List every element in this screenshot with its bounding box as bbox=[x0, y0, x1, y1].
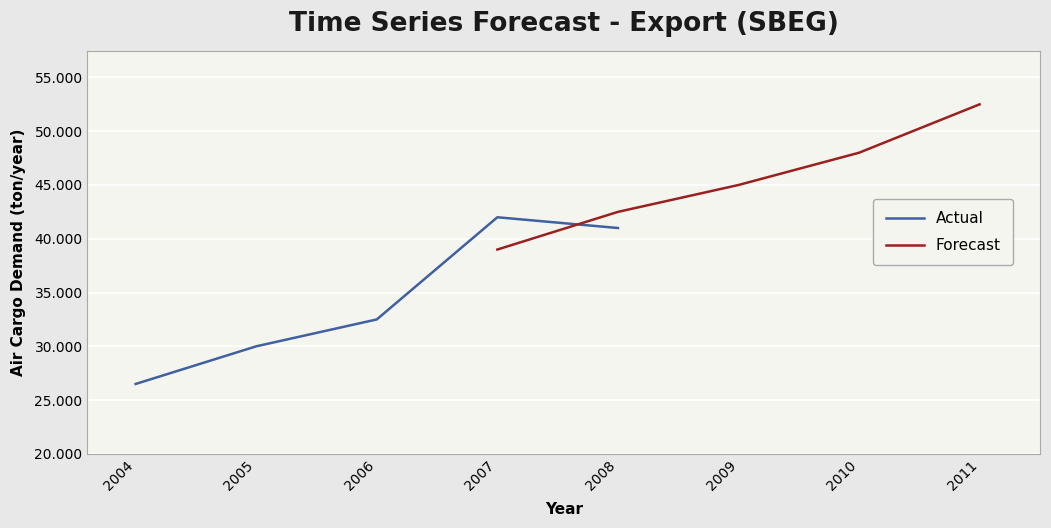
Legend: Actual, Forecast: Actual, Forecast bbox=[873, 199, 1013, 266]
X-axis label: Year: Year bbox=[544, 502, 582, 517]
Forecast bbox=[973, 101, 986, 108]
Forecast bbox=[491, 247, 503, 253]
Forecast bbox=[733, 182, 745, 188]
Forecast bbox=[612, 209, 624, 215]
Actual bbox=[612, 225, 624, 231]
Line: Actual: Actual bbox=[136, 217, 618, 384]
Title: Time Series Forecast - Export (SBEG): Time Series Forecast - Export (SBEG) bbox=[289, 11, 839, 37]
Forecast bbox=[852, 149, 865, 156]
Actual bbox=[491, 214, 503, 220]
Actual bbox=[129, 381, 142, 387]
Y-axis label: Air Cargo Demand (ton/year): Air Cargo Demand (ton/year) bbox=[12, 128, 26, 376]
Line: Forecast: Forecast bbox=[497, 105, 980, 250]
Actual bbox=[371, 316, 384, 323]
Actual bbox=[250, 343, 263, 350]
